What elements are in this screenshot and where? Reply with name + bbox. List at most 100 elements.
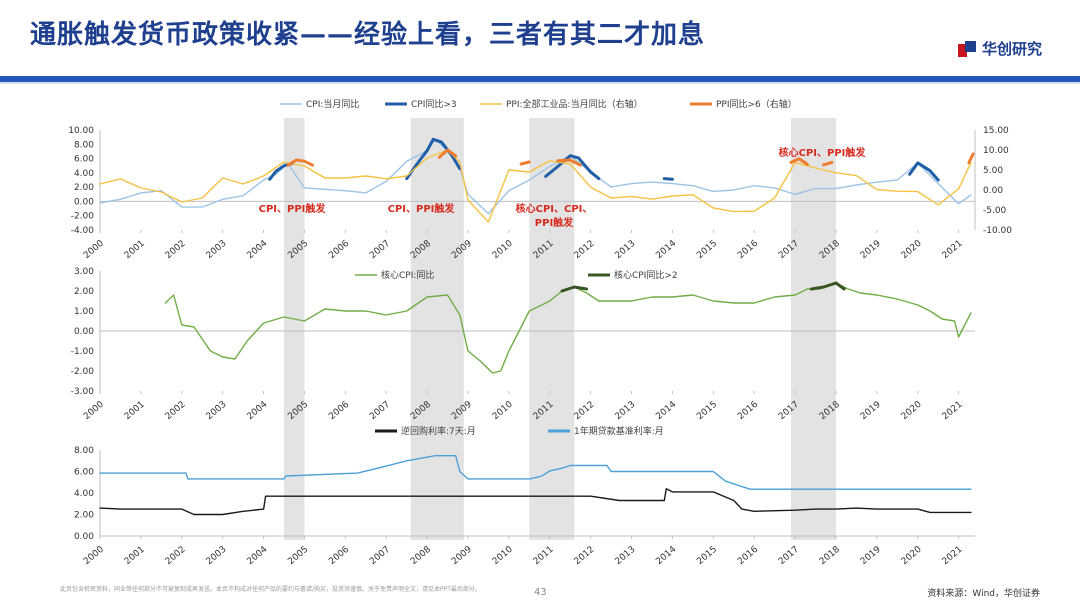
top-ytick-label: 0.00 bbox=[74, 197, 94, 207]
top-ytick-label: 8.00 bbox=[74, 140, 94, 150]
top-ytick-right-label: 10.00 bbox=[983, 146, 1009, 156]
annotation-3: 核心CPI、CPI、 bbox=[516, 202, 593, 215]
bottom-xtick-label: 2021 bbox=[941, 545, 965, 567]
top-ytick-right-label: -5.00 bbox=[983, 206, 1007, 216]
top-xtick-label: 2006 bbox=[327, 238, 351, 261]
bottom-xtick-label: 2002 bbox=[164, 545, 188, 567]
bottom-ytick-label: 4.00 bbox=[74, 489, 94, 499]
bottom-xtick-label: 2000 bbox=[82, 544, 106, 567]
annotation-5: 核心CPI、PPI触发 bbox=[779, 146, 867, 159]
shaded-band-3 bbox=[529, 118, 575, 540]
top-xtick-label: 2013 bbox=[613, 239, 637, 261]
bottom-xtick-label: 2012 bbox=[573, 545, 597, 567]
top-ytick-label: 4.00 bbox=[74, 169, 94, 179]
bottom-series-2-line bbox=[99, 455, 972, 490]
shaded-band-1 bbox=[283, 118, 305, 540]
middle-xtick-label: 2010 bbox=[491, 399, 515, 422]
top-ytick-label: 2.00 bbox=[74, 183, 94, 193]
top-xtick-label: 2014 bbox=[654, 238, 678, 261]
top-xtick-label: 2012 bbox=[573, 239, 597, 261]
top-series-4-seg-1 bbox=[286, 158, 315, 167]
header-rule bbox=[0, 76, 1080, 82]
top-legend-label-2: CPI同比>3 bbox=[411, 98, 457, 110]
bottom-ytick-label: 0.00 bbox=[74, 532, 94, 542]
bottom-xtick-label: 2013 bbox=[613, 545, 637, 567]
chart-canvas: 10.00 8.00 6.00 4.00 2.00 0.00 -2.00 -4.00 15.00… bbox=[68, 98, 1012, 567]
bottom-ytick-label: 8.00 bbox=[74, 446, 94, 456]
middle-xtick-label: 2004 bbox=[246, 399, 270, 422]
page-title: 通胀触发货币政策收紧——经验上看，三者有其二才加息 bbox=[30, 20, 706, 50]
top-series-1-line bbox=[99, 138, 972, 215]
middle-series-2-seg-2 bbox=[809, 281, 846, 291]
middle-legend-label-2: 核心CPI同比>2 bbox=[614, 269, 678, 281]
middle-xtick-label: 2007 bbox=[368, 400, 392, 422]
top-series-4-seg-7 bbox=[967, 152, 975, 165]
top-series-4-seg-4 bbox=[556, 158, 582, 167]
middle-xtick-label: 2021 bbox=[941, 400, 965, 422]
top-xtick-label: 2016 bbox=[736, 238, 760, 261]
top-series-2-seg-6 bbox=[908, 161, 940, 182]
middle-xtick-label: 2014 bbox=[654, 399, 678, 422]
middle-xtick-label: 2019 bbox=[859, 399, 883, 422]
top-series-4-seg-2 bbox=[437, 148, 458, 159]
top-xtick-label: 2001 bbox=[123, 239, 147, 261]
data-source: 资料来源：Wind，华创证券 bbox=[927, 589, 1040, 599]
middle-ytick-label: 3.00 bbox=[74, 267, 94, 277]
bottom-xtick-label: 2020 bbox=[900, 544, 924, 567]
bottom-xtick-label: 2010 bbox=[491, 544, 515, 567]
logo-text: 华创研究 bbox=[981, 40, 1042, 58]
annotation-4: PPI触发 bbox=[535, 216, 574, 229]
top-xtick-label: 2019 bbox=[859, 238, 883, 261]
top-legend-label-1: CPI:当月同比 bbox=[306, 98, 359, 110]
shaded-band-2 bbox=[410, 118, 464, 540]
middle-ytick-label: -3.00 bbox=[71, 387, 95, 397]
top-ytick-right-label: 15.00 bbox=[983, 126, 1009, 136]
top-xtick-label: 2015 bbox=[695, 239, 719, 261]
top-series-2-seg-4 bbox=[589, 170, 601, 181]
bottom-xtick-label: 2003 bbox=[205, 545, 229, 567]
bottom-xtick-label: 2006 bbox=[327, 544, 351, 567]
header-rule-light bbox=[0, 82, 1080, 84]
bottom-xtick-label: 2019 bbox=[859, 544, 883, 567]
middle-xtick-label: 2000 bbox=[82, 399, 106, 422]
top-ytick-right-label: -10.00 bbox=[983, 226, 1012, 236]
top-series-4-seg-6 bbox=[822, 160, 834, 167]
bottom-series-1-line bbox=[99, 488, 972, 516]
disclaimer: 此页包含机密资料，同业等任何部分不可被复制或再发送。本页不构成对任何产品的要约与… bbox=[60, 586, 481, 593]
top-ytick-label: 10.00 bbox=[68, 126, 94, 136]
top-series-4-seg-5 bbox=[789, 157, 809, 166]
top-series-4-seg-3 bbox=[519, 160, 531, 166]
middle-ytick-label: -1.00 bbox=[71, 347, 95, 357]
top-ytick-right-label: 5.00 bbox=[983, 166, 1003, 176]
top-series-3-line bbox=[99, 149, 972, 223]
top-series-2-seg-5 bbox=[662, 177, 674, 181]
annotation-1: CPI、PPI触发 bbox=[259, 202, 327, 215]
top-ytick-label: -4.00 bbox=[71, 226, 95, 236]
top-xtick-label: 2000 bbox=[82, 238, 106, 261]
top-series-2-seg-2 bbox=[405, 137, 462, 181]
middle-xtick-label: 2003 bbox=[205, 400, 229, 422]
top-xtick-label: 2007 bbox=[368, 239, 392, 261]
bottom-ytick-label: 2.00 bbox=[74, 511, 94, 521]
bottom-xtick-label: 2009 bbox=[450, 544, 474, 567]
bottom-xtick-label: 2004 bbox=[246, 544, 270, 567]
middle-xtick-label: 2001 bbox=[123, 400, 147, 422]
bottom-xtick-label: 2018 bbox=[818, 544, 842, 567]
top-ytick-right-label: 0.00 bbox=[983, 186, 1003, 196]
top-series-2-seg-3 bbox=[544, 154, 593, 178]
middle-legend-label-1: 核心CPI:同比 bbox=[381, 269, 434, 281]
middle-xtick-label: 2002 bbox=[164, 400, 188, 422]
top-ytick-label: 6.00 bbox=[74, 155, 94, 165]
top-xtick-label: 2021 bbox=[941, 239, 965, 261]
page-number: 43 bbox=[534, 587, 547, 598]
middle-xtick-label: 2012 bbox=[573, 400, 597, 422]
middle-xtick-label: 2020 bbox=[900, 399, 924, 422]
logo-icon bbox=[957, 40, 976, 57]
bottom-xtick-label: 2007 bbox=[368, 545, 392, 567]
bottom-xtick-label: 2016 bbox=[736, 544, 760, 567]
brand-logo: 华创研究 bbox=[957, 38, 1042, 59]
middle-xtick-label: 2013 bbox=[613, 400, 637, 422]
bottom-legend-label-2: 1年期贷款基准利率:月 bbox=[574, 425, 664, 437]
annotation-2: CPI、PPI触发 bbox=[388, 202, 456, 215]
top-legend-label-3: PPI:全部工业品:当月同比（右轴） bbox=[506, 98, 643, 110]
